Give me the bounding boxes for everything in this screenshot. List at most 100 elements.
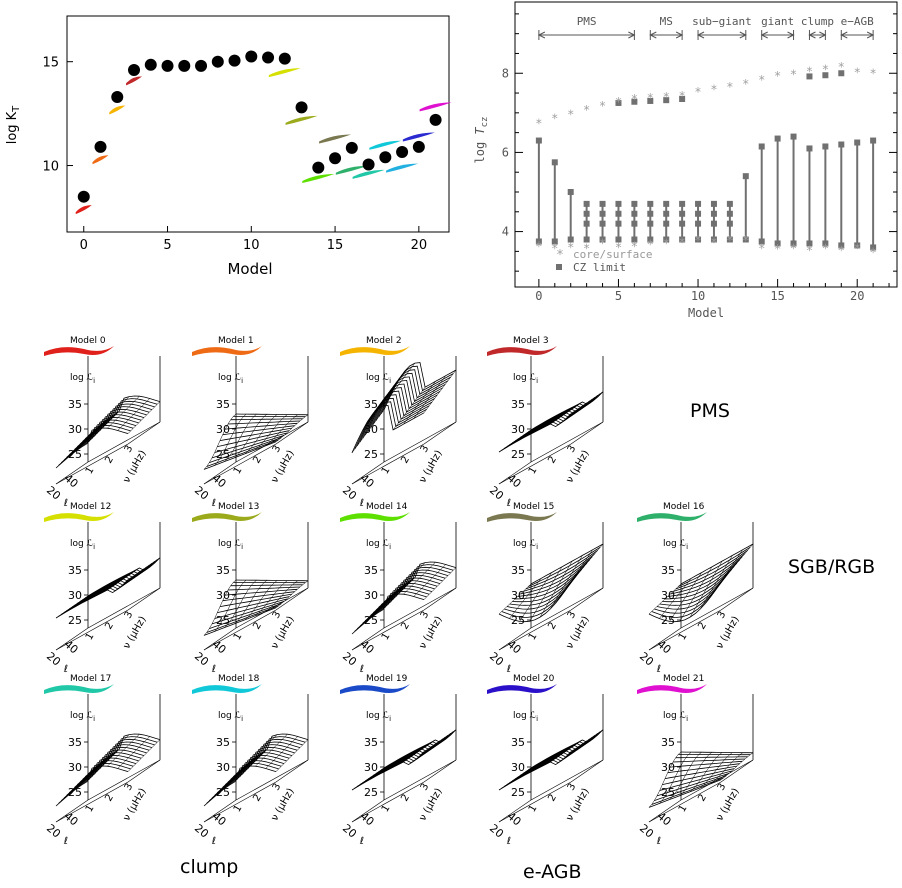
point-group xyxy=(77,50,442,203)
base-edge xyxy=(55,609,129,651)
core-surface-star: * xyxy=(838,60,844,74)
model-color-swatch xyxy=(44,512,114,522)
surface-line xyxy=(351,601,385,635)
legend-marker-core-surface: * xyxy=(557,248,564,263)
model-color-swatch xyxy=(192,346,262,356)
cz-limit-marker xyxy=(710,210,717,217)
surface-line xyxy=(423,567,457,600)
model-color-swatch xyxy=(44,346,114,356)
model-color-swatch xyxy=(302,174,335,183)
cz-limit-marker xyxy=(663,236,670,243)
core-surface-star: * xyxy=(759,241,765,255)
surface-line xyxy=(423,369,457,413)
z-tick-label: 25 xyxy=(216,786,230,799)
core-surface-star: * xyxy=(568,241,574,255)
core-surface-star: * xyxy=(791,67,797,81)
surface-line xyxy=(560,400,593,424)
core-surface-star: * xyxy=(552,241,558,255)
surface-line xyxy=(382,362,416,407)
nu-tick-label: 2 xyxy=(251,454,264,465)
surface-line xyxy=(654,575,727,614)
cz-limit-marker xyxy=(551,159,558,166)
base-edge xyxy=(127,421,161,445)
l-tick-label: 20 xyxy=(340,822,359,841)
cz-limit-marker xyxy=(726,236,733,243)
panel-title: Model 18 xyxy=(218,674,260,684)
base-edge xyxy=(351,461,385,485)
surface-line xyxy=(219,427,293,441)
nu-axis-label: ν (μHz) xyxy=(714,786,741,823)
z-axis-label: log ℒi xyxy=(663,711,688,723)
core-surface-star: * xyxy=(647,91,653,105)
phase-label: sub−giant xyxy=(692,15,752,28)
l-axis-label: ℓ xyxy=(507,836,511,847)
cz-limit-marker xyxy=(599,210,606,217)
panel-title: Model 15 xyxy=(513,502,554,512)
model-color-swatch xyxy=(268,68,301,78)
cz-limit-marker xyxy=(663,220,670,227)
cz-limit-marker xyxy=(710,200,717,207)
cz-limit-marker xyxy=(567,236,574,243)
cz-limit-marker xyxy=(615,236,622,243)
core-surface-star: * xyxy=(775,242,781,256)
core-surface-star: * xyxy=(806,243,812,257)
surface-line xyxy=(689,752,723,792)
surface-line xyxy=(362,387,395,432)
cz-limit-marker xyxy=(567,189,574,195)
nu-tick-label: 2 xyxy=(399,454,412,465)
z-axis-label: log ℒi xyxy=(513,539,538,551)
surface-line xyxy=(127,401,161,434)
surface-line xyxy=(206,605,279,633)
cz-limit-marker xyxy=(854,242,861,249)
l-tick-label: 20 xyxy=(637,822,656,841)
z-axis-label: log ℒi xyxy=(70,711,95,723)
surface-line xyxy=(498,429,532,453)
l-axis-label: ℓ xyxy=(657,836,661,847)
nu-tick-label: 3 xyxy=(123,782,136,793)
surface-line xyxy=(403,381,436,425)
plot-frame xyxy=(66,15,450,233)
surface-line xyxy=(403,739,436,763)
z-tick-label: 30 xyxy=(68,423,82,436)
surface-line xyxy=(222,591,295,602)
surface-line xyxy=(214,598,287,619)
cz-limit-marker xyxy=(615,99,622,106)
data-point xyxy=(362,158,375,171)
panel-title: Model 20 xyxy=(513,674,555,684)
core-surface-star: * xyxy=(727,234,733,248)
panel-title: Model 12 xyxy=(70,502,111,512)
surface-line xyxy=(354,401,427,450)
x-tick-label: 20 xyxy=(850,289,864,303)
base-edge xyxy=(87,421,161,463)
l-tick-label: 20 xyxy=(487,650,506,669)
z-tick-label: 25 xyxy=(364,614,378,627)
model-color-swatch xyxy=(92,155,109,165)
surface-line xyxy=(659,751,692,804)
core-surface-star: * xyxy=(600,99,606,113)
surface-line xyxy=(509,423,542,447)
model-color-swatch xyxy=(487,512,557,522)
cz-limit-marker xyxy=(806,145,813,152)
core-surface-star: * xyxy=(600,237,606,251)
phase-label-e-agb: e-AGB xyxy=(523,861,582,883)
surface-line xyxy=(214,764,247,798)
cz-limit-marker xyxy=(695,200,702,207)
surface-line xyxy=(529,566,563,622)
cz-limit-marker xyxy=(710,236,717,243)
cz-limit-marker xyxy=(870,137,877,144)
panel-title: Model 16 xyxy=(663,502,705,512)
l-tick-label: 20 xyxy=(192,822,211,841)
core-surface-star: * xyxy=(743,234,749,248)
cz-limit-marker xyxy=(774,240,781,247)
surface-line xyxy=(107,567,140,591)
surface-line xyxy=(679,566,713,622)
surface-line xyxy=(669,752,702,800)
y-tick-label: 6 xyxy=(502,145,509,159)
surface-line xyxy=(76,583,109,607)
data-point xyxy=(111,91,124,103)
base-edge xyxy=(498,609,572,651)
base-edge xyxy=(203,799,237,823)
base-edge xyxy=(351,609,425,651)
model-color-swatch xyxy=(352,169,385,179)
l-tick-label: 40 xyxy=(505,472,524,491)
